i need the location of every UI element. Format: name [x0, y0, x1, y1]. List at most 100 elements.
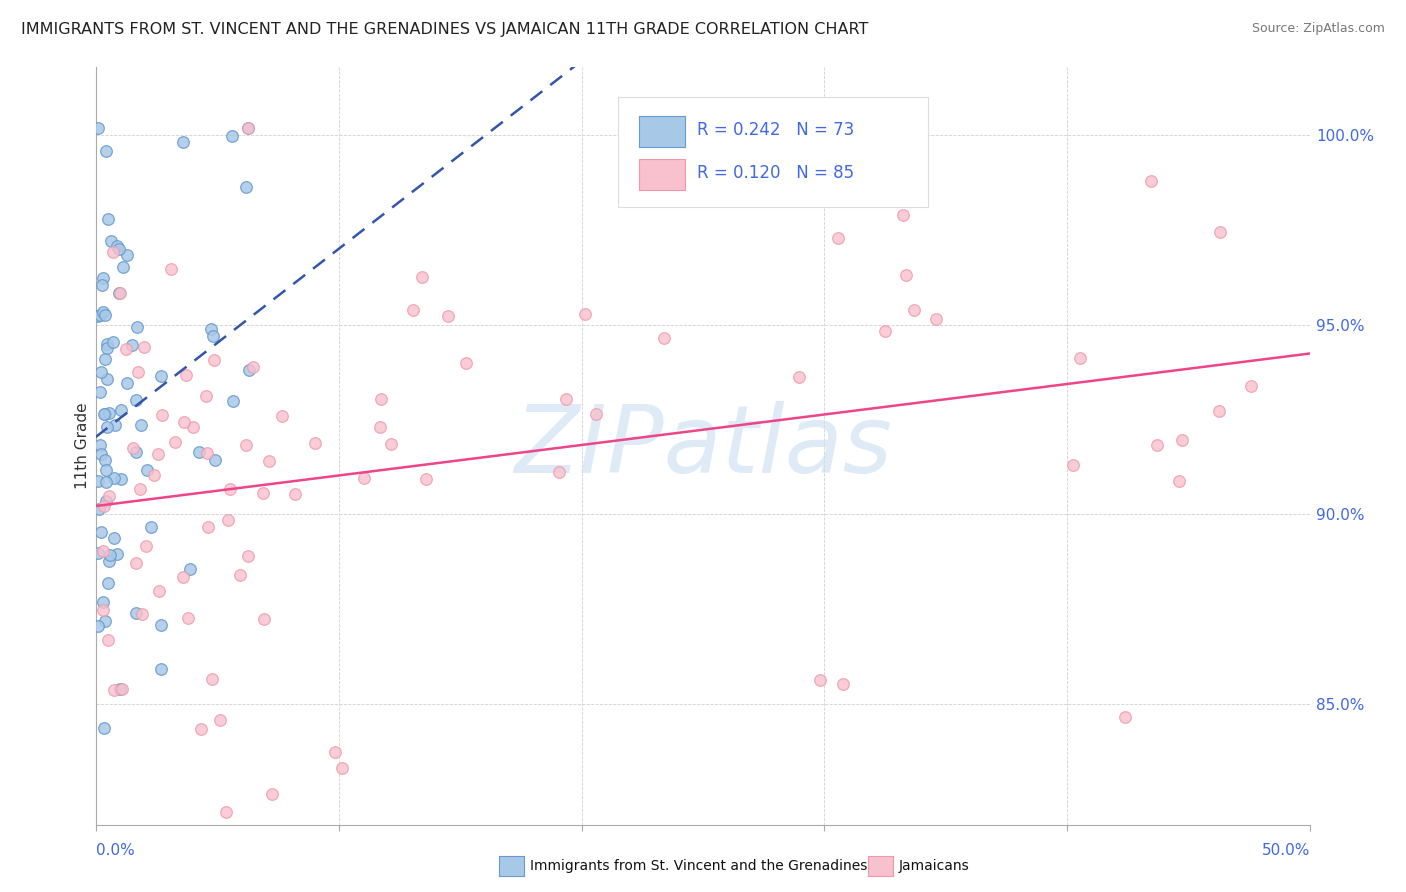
Point [202, 353, 225, 368]
Point [115, 248, 138, 262]
Point [896, 268, 918, 282]
Point [94, 407, 117, 421]
Text: 50.0%: 50.0% [1263, 843, 1310, 858]
Point [129, 418, 152, 433]
Point [252, 486, 274, 500]
Point [141, 520, 163, 534]
Point [204, 453, 226, 467]
Point [96, 372, 118, 386]
Point [127, 320, 149, 334]
Point [201, 672, 224, 686]
Y-axis label: 11th Grade: 11th Grade [75, 402, 90, 490]
Point [96, 462, 118, 476]
Point [111, 681, 134, 696]
Point [370, 392, 392, 407]
Point [87, 475, 110, 489]
Point [218, 483, 240, 497]
Point [555, 392, 578, 407]
Point [1069, 351, 1091, 366]
Text: R = 0.120   N = 85: R = 0.120 N = 85 [697, 164, 853, 182]
Point [131, 607, 153, 622]
Point [1140, 173, 1163, 187]
Bar [638, 116, 685, 146]
Point [89, 384, 111, 399]
Point [150, 408, 173, 422]
Point [808, 673, 831, 687]
Point [93, 308, 115, 322]
Point [924, 312, 946, 326]
Point [97, 406, 120, 420]
Point [115, 342, 138, 356]
Point [208, 713, 231, 727]
Point [652, 331, 675, 345]
Point [242, 360, 264, 375]
Point [94, 145, 117, 159]
Point [97, 632, 120, 647]
Point [125, 606, 148, 620]
Point [229, 568, 252, 582]
Point [91, 278, 114, 293]
Point [201, 329, 224, 343]
Point [173, 415, 195, 429]
Point [98, 554, 121, 568]
Text: Immigrants from St. Vincent and the Grenadines: Immigrants from St. Vincent and the Gren… [530, 859, 868, 873]
Point [150, 618, 173, 632]
Point [235, 437, 257, 451]
Point [875, 324, 897, 338]
Point [110, 403, 132, 417]
Point [93, 614, 115, 628]
Point [415, 472, 437, 486]
Point [177, 610, 200, 624]
Point [411, 270, 433, 285]
Point [93, 595, 115, 609]
Point [236, 549, 259, 563]
Point [323, 745, 346, 759]
Point [108, 682, 131, 697]
Point [257, 454, 280, 468]
Point [1171, 433, 1194, 447]
Point [236, 120, 259, 135]
Point [97, 489, 120, 503]
Point [112, 260, 135, 274]
Point [97, 212, 120, 227]
Point [93, 407, 115, 421]
Point [125, 393, 148, 408]
Point [1114, 710, 1136, 724]
Text: IMMIGRANTS FROM ST. VINCENT AND THE GRENADINES VS JAMAICAN 11TH GRADE CORRELATIO: IMMIGRANTS FROM ST. VINCENT AND THE GREN… [21, 22, 869, 37]
Point [1208, 403, 1230, 417]
Point [110, 285, 132, 300]
Point [197, 520, 219, 534]
Point [97, 576, 120, 591]
Point [90, 446, 112, 460]
Point [179, 562, 201, 576]
Point [574, 307, 596, 321]
Point [402, 303, 425, 318]
Point [94, 493, 117, 508]
Point [221, 128, 243, 143]
Point [238, 363, 260, 377]
Point [94, 351, 117, 366]
Point [115, 376, 138, 390]
Point [87, 619, 110, 633]
Point [96, 337, 118, 351]
Point [235, 179, 257, 194]
Point [87, 546, 110, 560]
Point [188, 445, 211, 459]
Point [89, 438, 111, 452]
Point [101, 335, 124, 350]
Point [174, 368, 197, 382]
Point [200, 322, 222, 336]
Point [304, 436, 326, 450]
Text: Source: ZipAtlas.com: Source: ZipAtlas.com [1251, 22, 1385, 36]
Point [1209, 225, 1232, 239]
Point [284, 487, 307, 501]
Point [132, 340, 155, 354]
Point [90, 365, 112, 379]
Point [96, 341, 118, 355]
Point [149, 662, 172, 676]
Point [160, 261, 183, 276]
Bar [638, 160, 685, 190]
Point [87, 120, 110, 135]
Point [91, 305, 114, 319]
FancyBboxPatch shape [619, 97, 928, 207]
